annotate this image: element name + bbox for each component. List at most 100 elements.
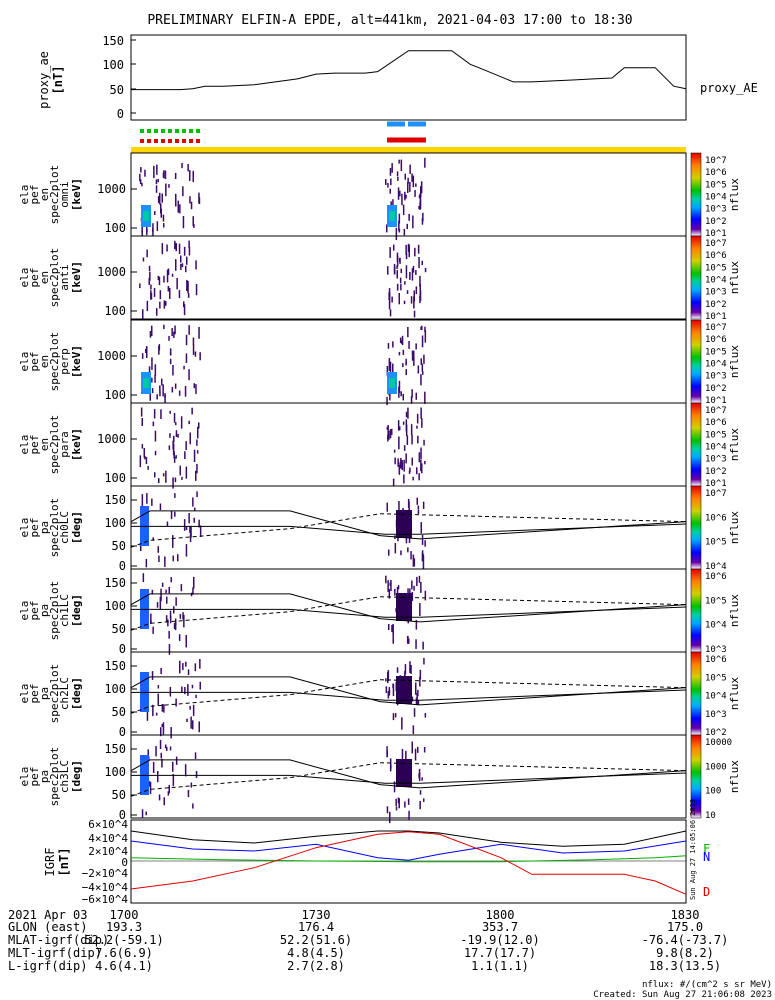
- igrf-ylabel-1: IGRF: [43, 848, 57, 877]
- heatmap-cell: [147, 465, 149, 470]
- heatmap-cell: [184, 451, 186, 459]
- heatmap-cell: [418, 768, 421, 777]
- heatmap-cell: [413, 296, 415, 309]
- heatmap-cell: [140, 167, 142, 173]
- heatmap-cell: [424, 540, 426, 547]
- heatmap-cell: [422, 371, 424, 375]
- heatmap-cell: [184, 764, 187, 777]
- panel-ytick: 100: [104, 471, 126, 485]
- heatmap-cell: [419, 275, 421, 287]
- heatmap-cell: [411, 389, 413, 398]
- heatmap-cell: [187, 669, 190, 675]
- colorbar-tick: 10^5: [705, 538, 727, 548]
- panel-ytick: 1000: [97, 432, 126, 446]
- heatmap-cell: [161, 193, 163, 203]
- heatmap-cell: [424, 460, 426, 465]
- panel-ytick: 100: [104, 304, 126, 318]
- heatmap-cell: [195, 771, 198, 778]
- mlt-1730: 4.8(4.5): [287, 946, 345, 960]
- heatmap-cell: [172, 555, 174, 562]
- heatmap-cell: [183, 304, 186, 316]
- heatmap-cell: [390, 201, 392, 207]
- panel-ylabel: omni: [58, 181, 71, 208]
- colorbar: [690, 152, 702, 237]
- heatmap-cell: [186, 279, 188, 292]
- colorbar-label: nflux: [728, 428, 741, 461]
- heatmap-cell: [409, 467, 411, 472]
- panel-ylabel: [deg]: [70, 760, 83, 793]
- panel-ytick: 50: [112, 539, 126, 553]
- heatmap-cell: [411, 350, 414, 356]
- panel-ylabel: spec2plot: [48, 165, 61, 225]
- heatmap-cell: [141, 418, 143, 426]
- heatmap-cell: [396, 252, 399, 263]
- heatmap-cell: [168, 184, 170, 188]
- heatmap-cell: [389, 168, 392, 176]
- igrf-series-lines: [130, 830, 687, 895]
- heatmap-cell: [164, 744, 167, 749]
- heatmap-cell: [151, 325, 153, 337]
- heatmap-cell: [391, 428, 393, 435]
- heatmap-cell: [397, 420, 400, 431]
- panel-ylabel: ch3LC: [58, 760, 71, 793]
- heatmap-cell: [177, 554, 179, 562]
- heatmap-cell: [161, 378, 163, 386]
- heatmap-cell: [150, 620, 152, 624]
- heatmap-cell: [404, 173, 406, 180]
- heatmap-cell: [190, 201, 193, 210]
- loss-cone-line: [130, 510, 687, 540]
- heatmap-cell: [192, 337, 195, 346]
- row-mlat-label: MLAT-igrf(dip): [8, 933, 109, 947]
- heatmap-cell: [187, 789, 190, 798]
- colorbar-tick: 10^3: [705, 288, 727, 298]
- heatmap-cell: [159, 739, 162, 749]
- heatmap-cell: [416, 467, 418, 475]
- colorbar-label: nflux: [728, 511, 741, 544]
- heatmap-cell: [403, 474, 405, 484]
- heatmap-cell: [151, 388, 154, 394]
- heatmap-cell: [167, 791, 170, 796]
- heatmap-cell: [151, 671, 154, 680]
- heatmap-cell: [401, 462, 403, 470]
- heatmap-cell: [414, 748, 417, 761]
- colorbar-label: nflux: [728, 677, 741, 710]
- heatmap-cell: [193, 576, 195, 589]
- heatmap-cell: [172, 774, 175, 787]
- heatmap-cell: [169, 433, 171, 438]
- heatmap-cell: [415, 270, 417, 275]
- colorbar-tick: 10^2: [705, 384, 727, 394]
- heatmap-cell: [190, 526, 192, 538]
- heatmap-cell: [196, 450, 199, 454]
- heatmap-cell: [188, 240, 190, 249]
- heatmap-cell: [159, 385, 161, 392]
- heatmap-cell: [395, 806, 398, 811]
- heatmap-cell: [187, 293, 190, 298]
- panel-ylabel: pef: [28, 268, 41, 288]
- heatmap-cell: [154, 472, 156, 478]
- heatmap-cell: [420, 407, 422, 419]
- heatmap-cell: [168, 644, 171, 655]
- heatmap-cell: [186, 256, 188, 265]
- heatmap-cell: [420, 186, 422, 198]
- heatmap-cell: [170, 577, 172, 583]
- proxy-ae-series-line: [131, 50, 687, 91]
- heatmap-cell: [405, 252, 408, 260]
- igrf-frame: [130, 819, 687, 904]
- heatmap-cell: [409, 164, 411, 174]
- heatmap-cell: [420, 522, 422, 534]
- panel-ylabel: ela: [18, 601, 31, 621]
- panel-ytick: 1000: [97, 182, 126, 196]
- heatmap-cell: [194, 752, 197, 759]
- heatmap-cell: [396, 593, 412, 621]
- heatmap-cell: [168, 445, 171, 450]
- heatmap-cell: [399, 426, 401, 431]
- panel-ytick: 50: [112, 788, 126, 802]
- heatmap-cell: [399, 337, 402, 344]
- panel-ylabel: pef: [28, 435, 41, 455]
- heatmap-cell: [424, 330, 427, 343]
- heatmap-cell: [422, 556, 425, 569]
- heatmap-cell: [165, 615, 168, 622]
- heatmap-cell: [159, 596, 162, 610]
- heatmap-cell: [421, 418, 423, 428]
- colorbar-tick: 10^4: [705, 360, 727, 370]
